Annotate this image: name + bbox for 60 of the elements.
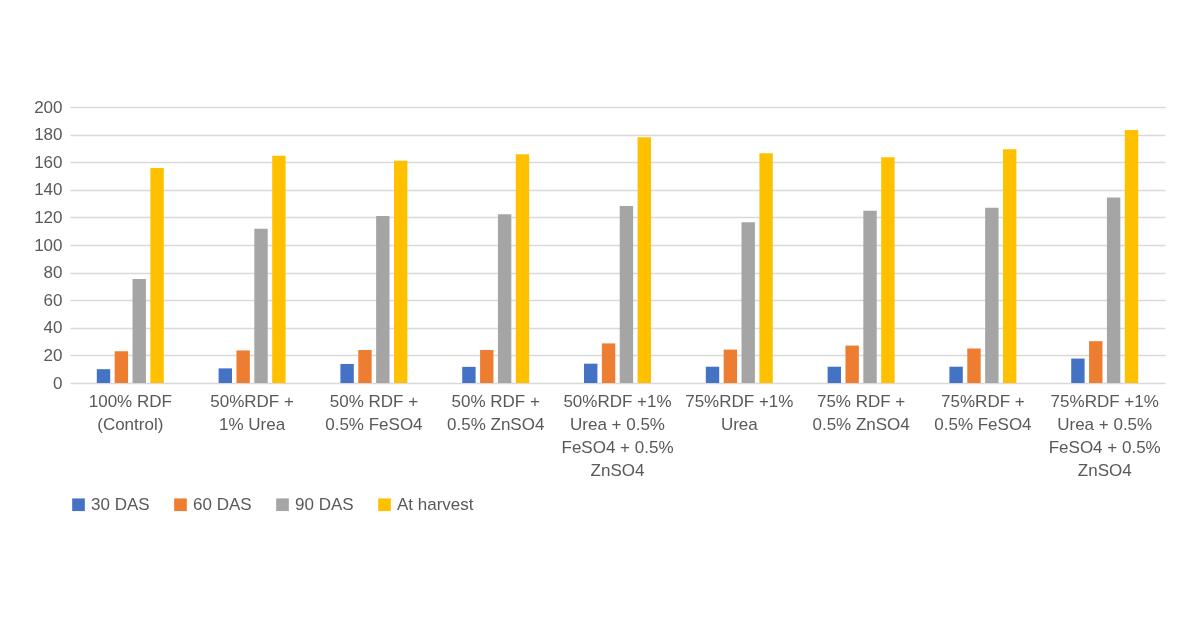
bar (132, 279, 146, 383)
bar (637, 137, 651, 383)
bar (393, 160, 408, 383)
bar (1071, 358, 1085, 383)
bar (759, 153, 773, 383)
bar (863, 210, 877, 383)
bar (949, 366, 963, 383)
bar (358, 350, 372, 383)
bar (254, 228, 268, 383)
x-tick-label: 100% RDF (Control) (88, 391, 172, 434)
x-tick-label: 50%RDF + 1% Urea (210, 391, 294, 434)
bar (1003, 149, 1017, 383)
y-tick-label: 0 (53, 373, 63, 393)
legend-label: 90 DAS (295, 494, 354, 514)
y-tick-label: 80 (43, 263, 63, 283)
bar (723, 349, 738, 383)
bar (741, 222, 755, 383)
y-tick-label: 140 (34, 180, 63, 200)
bar (497, 214, 512, 383)
bar (236, 350, 250, 383)
x-tick-label: 75%RDF +1% Urea (685, 391, 794, 434)
bar (881, 157, 895, 383)
y-tick-label: 60 (43, 290, 63, 310)
bar (601, 343, 616, 383)
bar (1124, 129, 1139, 383)
bar (340, 363, 354, 383)
x-tick-label: 75% RDF + 0.5% ZnSO4 (812, 391, 910, 434)
y-tick-label: 180 (34, 125, 63, 145)
x-tick-label: 50% RDF + 0.5% FeSO4 (325, 391, 423, 434)
y-tick-label: 40 (43, 318, 63, 338)
x-tick-label: 75%RDF + 0.5% FeSO4 (934, 391, 1032, 434)
bar (584, 363, 598, 383)
bar (96, 369, 111, 383)
bar (272, 155, 286, 383)
bar (619, 205, 634, 383)
y-tick-label: 20 (43, 345, 63, 365)
y-tick-label: 120 (34, 207, 63, 227)
legend-label: At harvest (397, 494, 474, 514)
bar (827, 366, 842, 383)
bar (985, 207, 999, 383)
bar (845, 345, 859, 383)
legend-label: 60 DAS (193, 494, 252, 514)
bar (967, 348, 981, 383)
bar (1106, 197, 1121, 383)
bar (218, 368, 232, 383)
y-tick-label: 200 (34, 97, 63, 117)
x-tick-label: 75%RDF +1% Urea + 0.5% FeSO4 + 0.5% ZnSO4 (1048, 391, 1161, 480)
x-tick-label: 50%RDF +1% Urea + 0.5% FeSO4 + 0.5% ZnSO4 (561, 391, 674, 480)
bar (114, 351, 129, 383)
legend-label: 30 DAS (91, 494, 150, 514)
bar (480, 350, 494, 383)
bar (1089, 341, 1103, 383)
bar (462, 366, 476, 383)
bar (705, 366, 720, 383)
bar (376, 216, 390, 383)
x-tick-label: 50% RDF + 0.5% ZnSO4 (447, 391, 545, 434)
y-tick-label: 100 (34, 235, 63, 255)
y-tick-label: 160 (34, 152, 63, 172)
bar (150, 168, 164, 383)
bar (515, 154, 530, 383)
